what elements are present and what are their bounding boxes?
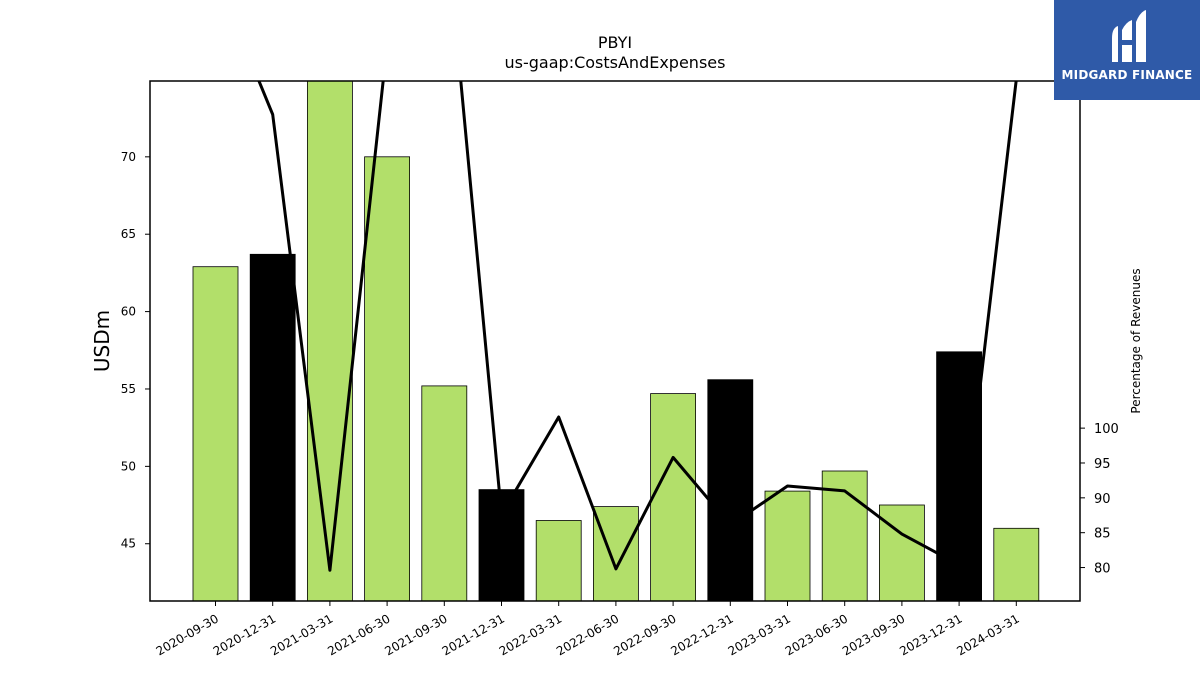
y-axis-left: 45 50 55 60 65 70	[121, 150, 150, 551]
line-layer	[257, 81, 1018, 572]
y-tick-label: 50	[121, 459, 136, 473]
bars	[192, 81, 1040, 601]
x-axis: 2020-09-302020-12-312021-03-312021-06-30…	[154, 601, 1022, 658]
x-tick-label: 2020-12-31	[211, 611, 278, 658]
y2-tick-label: 90	[1094, 492, 1111, 507]
x-tick-label: 2022-12-31	[668, 611, 735, 658]
plot-frame	[149, 80, 1081, 602]
brand-name: MIDGARD FINANCE	[1061, 68, 1193, 82]
y2-axis-label: Percentage of Revenues	[1129, 268, 1143, 413]
chart-subtitle: us-gaap:CostsAndExpenses	[505, 53, 726, 72]
y2-tick-label: 100	[1094, 422, 1119, 437]
y2-tick-label: 80	[1094, 562, 1111, 577]
bar-2022-12-31	[707, 379, 754, 601]
bar-2023-09-30	[879, 504, 925, 601]
brand-logo: MIDGARD FINANCE	[1054, 0, 1200, 100]
bar-2022-03-31	[535, 520, 582, 601]
chart-title: PBYI	[598, 33, 632, 52]
x-tick-label: 2023-09-30	[840, 611, 907, 658]
bar-2021-09-30	[421, 385, 468, 601]
bar-2023-03-31	[764, 490, 811, 601]
bar-2020-12-31	[249, 253, 296, 601]
x-tick-label: 2023-12-31	[897, 611, 964, 658]
y-tick-label: 65	[121, 227, 136, 241]
y-tick-label: 55	[121, 382, 136, 396]
x-tick-label: 2024-03-31	[954, 611, 1021, 658]
y-axis-right: 80 85 90 95 100	[1080, 422, 1119, 577]
y2-tick-label: 85	[1094, 527, 1111, 542]
revenue-percentage-line	[257, 81, 1018, 572]
x-tick-label: 2022-06-30	[554, 611, 621, 658]
x-tick-label: 2023-06-30	[783, 611, 850, 658]
bar-2021-03-31	[306, 81, 353, 601]
bar-2020-09-30	[192, 266, 239, 601]
y-tick-label: 70	[121, 150, 136, 164]
x-tick-label: 2020-09-30	[154, 611, 221, 658]
x-tick-label: 2022-09-30	[611, 611, 678, 658]
y-tick-label: 45	[121, 537, 136, 551]
bar-2022-09-30	[650, 393, 696, 601]
x-tick-label: 2022-03-31	[497, 611, 564, 658]
y-tick-label: 60	[121, 305, 136, 319]
bar-2021-06-30	[364, 156, 411, 601]
brand-logo-icon	[1112, 10, 1146, 62]
x-tick-label: 2021-09-30	[382, 611, 449, 658]
x-tick-label: 2023-03-31	[726, 611, 793, 658]
x-tick-label: 2021-03-31	[268, 611, 335, 658]
bar-2024-03-31	[993, 527, 1040, 601]
bar-2022-06-30	[593, 506, 639, 601]
x-tick-label: 2021-12-31	[440, 611, 507, 658]
y2-tick-label: 95	[1094, 457, 1111, 472]
y-axis-label: USDm	[90, 310, 114, 372]
x-tick-label: 2021-06-30	[325, 611, 392, 658]
